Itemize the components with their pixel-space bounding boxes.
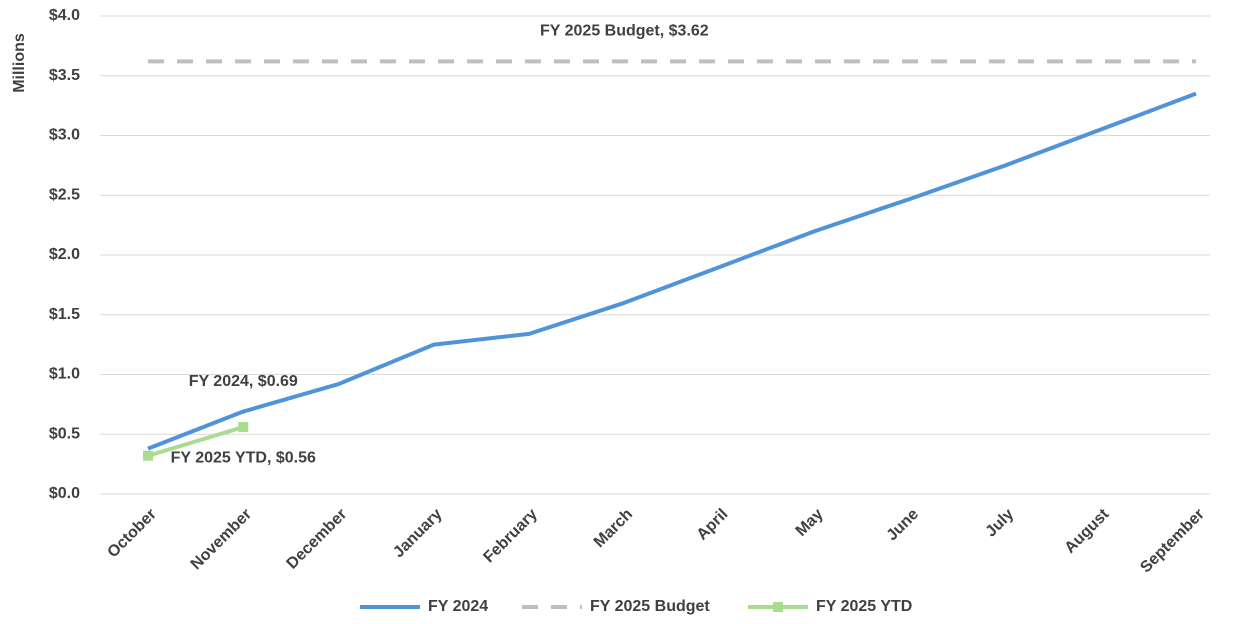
legend-label: FY 2025 YTD xyxy=(816,598,912,615)
marker xyxy=(143,450,153,461)
y-tick-label: $3.0 xyxy=(49,127,80,144)
x-tick-label: March xyxy=(591,506,636,551)
marker xyxy=(238,422,249,433)
data-label: FY 2025 Budget, $3.62 xyxy=(540,23,709,40)
x-tick-label: December xyxy=(284,506,351,573)
legend-label: FY 2024 xyxy=(428,598,488,615)
data-label: FY 2025 YTD, $0.56 xyxy=(171,449,316,466)
y-tick-label: $2.0 xyxy=(49,246,80,263)
y-tick-label: $1.5 xyxy=(49,306,80,323)
x-tick-label: June xyxy=(884,506,923,545)
series-line xyxy=(147,91,1197,451)
data-label: FY 2024, $0.69 xyxy=(189,373,298,390)
legend-marker xyxy=(773,602,783,612)
x-tick-label: February xyxy=(480,506,541,567)
x-tick-label: November xyxy=(188,506,255,573)
legend-label: FY 2025 Budget xyxy=(590,598,710,615)
y-tick-label: $1.0 xyxy=(49,366,80,383)
x-tick-label: July xyxy=(983,506,1018,541)
x-tick-label: January xyxy=(390,506,445,561)
y-axis-title: Millions xyxy=(11,33,28,93)
x-tick-label: April xyxy=(694,506,732,544)
series-line xyxy=(147,425,244,458)
y-tick-label: $4.0 xyxy=(49,7,80,24)
x-tick-label: October xyxy=(104,506,159,561)
x-tick-label: August xyxy=(1062,505,1113,556)
y-tick-label: $0.0 xyxy=(49,485,80,502)
x-tick-label: May xyxy=(793,506,827,540)
y-tick-label: $2.5 xyxy=(49,186,80,203)
y-tick-label: $3.5 xyxy=(49,67,80,84)
x-tick-label: September xyxy=(1137,506,1208,577)
y-tick-label: $0.5 xyxy=(49,425,80,442)
